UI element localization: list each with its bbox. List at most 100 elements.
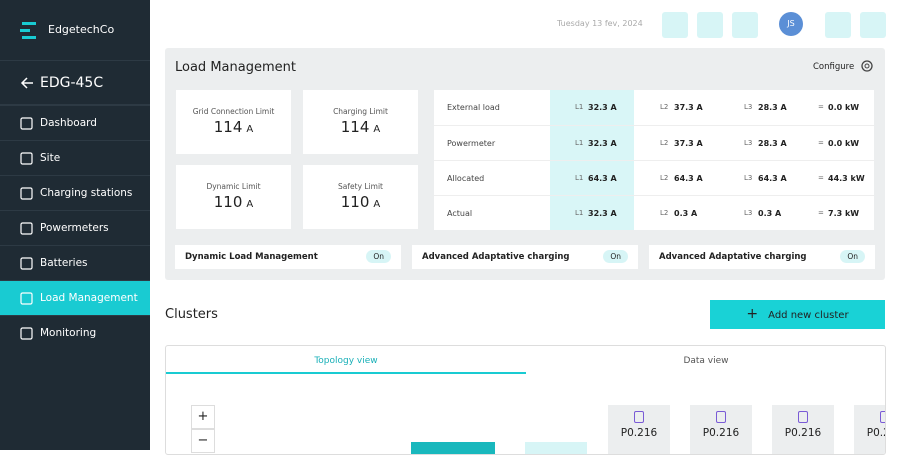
plus-icon: +: [746, 306, 759, 322]
nav-item[interactable]: Powermeters: [0, 210, 150, 245]
load-table: External load L1 32.3 A L2 37.3 A L3 28.3 A = 0.…: [434, 90, 874, 230]
phase-label: L2: [660, 103, 669, 111]
limit-card: Safety Limit 110 A: [303, 165, 418, 229]
zoom-out[interactable]: −: [191, 429, 215, 453]
toggle-state[interactable]: On: [840, 250, 865, 263]
cluster-node: [525, 442, 587, 454]
back-icon: [20, 77, 33, 89]
notifications-button[interactable]: [825, 12, 851, 38]
toggle-state[interactable]: On: [603, 250, 628, 263]
brand: EdgetechCo: [48, 23, 115, 36]
limit-value: 110: [340, 193, 370, 211]
gear-icon[interactable]: [860, 59, 874, 73]
limit-card: Charging Limit 114 A: [303, 90, 418, 154]
load-management-panel: Load Management Configure External load L…: [165, 48, 885, 280]
nav-item[interactable]: Site: [0, 140, 150, 175]
nav-label: Charging stations: [40, 187, 133, 199]
limit-value-row: 110 A: [303, 193, 418, 211]
clusters-view: Topology view Data view + − P0.216 P0.216…: [165, 345, 886, 455]
phase-value: 28.3 A: [758, 103, 787, 112]
limit-card: Dynamic Limit 110 A: [176, 165, 291, 229]
toggle-row: Advanced Adaptative charging On: [412, 245, 638, 269]
logout-button[interactable]: [860, 12, 886, 38]
equals: =: [818, 209, 824, 217]
limit-unit: A: [373, 124, 381, 135]
phase-value: 32.3 A: [588, 103, 617, 112]
phase-value: 37.3 A: [674, 139, 703, 148]
toggle-label: Advanced Adaptative charging: [659, 252, 807, 262]
zoom-in[interactable]: +: [191, 405, 215, 429]
node-icon: [880, 411, 885, 423]
logo: [20, 22, 36, 39]
phase-label: L2: [660, 209, 669, 217]
powermeter-node: P0.216: [608, 405, 670, 454]
node-label: P0.216: [702, 427, 740, 439]
phase-label: L2: [660, 139, 669, 147]
add-cluster-button[interactable]: + Add new cluster: [710, 300, 885, 329]
nav-label: Load Management: [40, 292, 138, 304]
total-value: 0.0 kW: [828, 139, 860, 148]
limit-unit: A: [246, 199, 254, 210]
node-icon: [716, 411, 726, 423]
toggle-label: Dynamic Load Management: [185, 252, 318, 262]
phase-label: L1: [575, 174, 584, 182]
total-value: 0.0 kW: [828, 103, 860, 112]
phase-label: L3: [744, 209, 753, 217]
node-label: P0.216: [866, 427, 885, 439]
equals: =: [818, 139, 824, 147]
powermeter-node: P0.216: [690, 405, 752, 454]
data-tab[interactable]: Data view: [683, 356, 729, 366]
nav-item[interactable]: Dashboard: [0, 105, 150, 140]
phase-label: L3: [744, 139, 753, 147]
nav-icon: [20, 222, 33, 235]
node-icon: [634, 411, 644, 423]
limit-value: 114: [340, 118, 370, 136]
nav-label: Site: [40, 152, 61, 164]
table-row: Allocated L1 64.3 A L2 64.3 A L3 64.3 A = 44.3 k…: [434, 160, 874, 195]
nav-label: Batteries: [40, 257, 88, 269]
nav-item[interactable]: Charging stations: [0, 175, 150, 210]
phase-value: 0.3 A: [758, 209, 782, 218]
powermeter-node: P0.216: [772, 405, 834, 454]
nav-label: Monitoring: [40, 327, 97, 339]
row-name: Allocated: [447, 174, 485, 183]
nav-icon: [20, 327, 33, 340]
messages-button[interactable]: [662, 12, 688, 38]
node-label: P0.216: [784, 427, 822, 439]
total-value: 44.3 kW: [828, 174, 865, 183]
phase-label: L1: [575, 103, 584, 111]
table-row: External load L1 32.3 A L2 37.3 A L3 28.3 A = 0.…: [434, 90, 874, 125]
limit-value-row: 114 A: [303, 118, 418, 136]
avatar[interactable]: JS: [779, 12, 803, 36]
toggle-state[interactable]: On: [366, 250, 391, 263]
help-button[interactable]: [732, 12, 758, 38]
back-row[interactable]: EDG-45C: [0, 60, 150, 105]
cluster-node: [411, 442, 495, 454]
limit-value: 114: [213, 118, 243, 136]
site-title: EDG-45C: [40, 75, 104, 91]
phase-value: 37.3 A: [674, 103, 703, 112]
nav-icon: [20, 257, 33, 270]
node-icon: [798, 411, 808, 423]
phase-value: 0.3 A: [674, 209, 698, 218]
phase-value: 64.3 A: [758, 174, 787, 183]
nav-icon: [20, 187, 33, 200]
add-cluster-label: Add new cluster: [768, 310, 849, 321]
limit-value-row: 114 A: [176, 118, 291, 136]
row-name: External load: [447, 103, 500, 112]
support-button[interactable]: [697, 12, 723, 38]
nav-item[interactable]: Batteries: [0, 245, 150, 280]
limit-value-row: 110 A: [176, 193, 291, 211]
nav-label: Powermeters: [40, 222, 109, 234]
topology-tab[interactable]: Topology view: [166, 346, 526, 374]
limit-unit: A: [373, 199, 381, 210]
powermeter-node: P0.216: [854, 405, 885, 454]
configure-link[interactable]: Configure: [813, 62, 855, 72]
nav-item[interactable]: Monitoring: [0, 315, 150, 350]
row-name: Powermeter: [447, 139, 496, 148]
equals: =: [818, 103, 824, 111]
nav-item[interactable]: Load Management: [0, 280, 150, 315]
phase-label: L2: [660, 174, 669, 182]
toggle-row: Advanced Adaptative charging On: [649, 245, 875, 269]
phase-label: L1: [575, 209, 584, 217]
